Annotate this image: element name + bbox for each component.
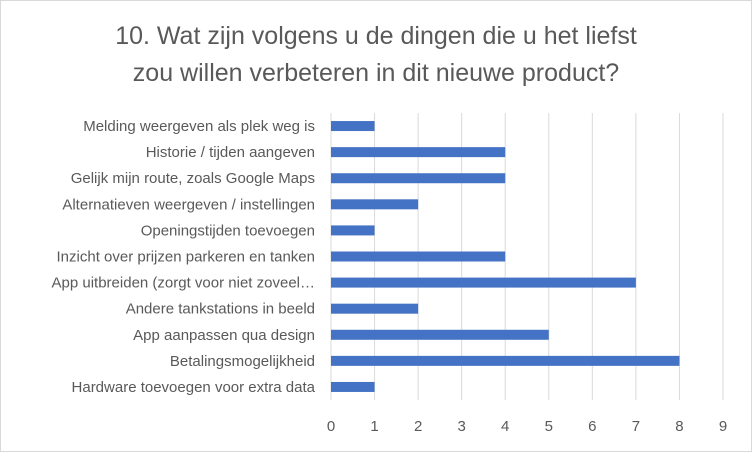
- x-tick-label: 0: [327, 418, 335, 435]
- category-label: Melding weergeven als plek weg is: [83, 118, 315, 135]
- x-tick-label: 9: [719, 418, 727, 435]
- x-tick-label: 1: [370, 418, 378, 435]
- x-tick-label: 7: [632, 418, 640, 435]
- bar: [331, 147, 506, 158]
- bar: [331, 303, 419, 314]
- bar: [331, 225, 375, 236]
- x-tick-label: 4: [501, 418, 509, 435]
- bar: [331, 381, 375, 392]
- category-label: Inzicht over prijzen parkeren en tanken: [57, 249, 315, 266]
- chart-title-line-2: zou willen verbeteren in dit nieuwe prod…: [132, 59, 620, 87]
- bar: [331, 277, 636, 288]
- bar: [331, 199, 419, 210]
- category-label: Hardware toevoegen voor extra data: [72, 379, 316, 396]
- category-label: App uitbreiden (zorgt voor niet zoveel…: [52, 275, 315, 292]
- chart-title-line-1: 10. Wat zijn volgens u de dingen die u h…: [115, 22, 637, 50]
- x-tick-label: 6: [588, 418, 596, 435]
- bar: [331, 121, 375, 132]
- x-tick-label: 8: [675, 418, 683, 435]
- category-label: Betalingsmogelijkheid: [170, 353, 315, 370]
- bar: [331, 173, 506, 184]
- bar: [331, 329, 549, 340]
- category-label: Andere tankstations in beeld: [126, 301, 315, 318]
- x-tick-label: 3: [457, 418, 465, 435]
- category-label: Alternatieven weergeven / instellingen: [62, 196, 315, 213]
- category-label: Openingstijden toevoegen: [141, 222, 315, 239]
- x-tick-label: 5: [545, 418, 553, 435]
- x-tick-label: 2: [414, 418, 422, 435]
- category-label: Gelijk mijn route, zoals Google Maps: [71, 170, 315, 187]
- category-label: Historie / tijden aangeven: [146, 144, 315, 161]
- category-label: App aanpassen qua design: [133, 327, 315, 344]
- chart-title: 10. Wat zijn volgens u de dingen die u h…: [0, 18, 752, 92]
- bar: [331, 355, 680, 366]
- bar: [331, 251, 506, 262]
